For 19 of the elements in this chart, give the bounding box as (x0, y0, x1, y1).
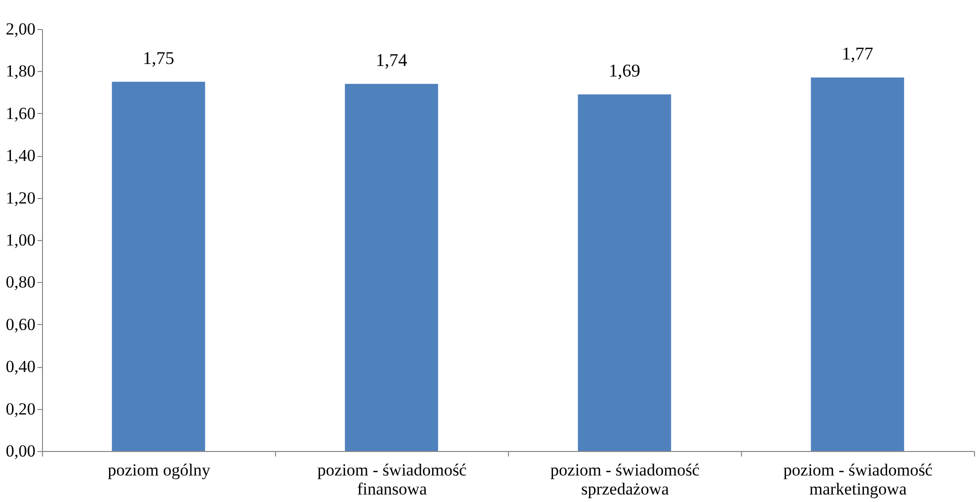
x-tick-label: poziom - świadomość sprzedażowa (550, 460, 700, 498)
x-tick-label: poziom - świadomość marketingowa (783, 460, 934, 498)
y-tick-label: 1,20 (6, 188, 36, 208)
y-tick-label: 1,00 (6, 230, 36, 250)
y-tick-label: 1,80 (6, 62, 36, 81)
data-label: 1,75 (142, 48, 174, 68)
y-tick-label: 0,20 (6, 399, 36, 418)
y-tick-label: 1,60 (6, 104, 36, 123)
data-label: 1,74 (376, 50, 408, 70)
y-tick-label: 2,00 (6, 20, 36, 38)
x-tick-label: poziom - świadomość finansowa (317, 460, 468, 498)
y-tick-label: 1,40 (6, 146, 36, 166)
y-tick-label: 0,80 (6, 272, 36, 292)
y-tick-label: 0,40 (6, 357, 36, 376)
data-label: 1,77 (842, 44, 874, 64)
y-tick-label: 0,60 (6, 314, 36, 334)
y-tick-label: 0,00 (6, 442, 36, 460)
data-label: 1,69 (608, 60, 640, 80)
x-tick-label: poziom ogólny (108, 460, 211, 480)
